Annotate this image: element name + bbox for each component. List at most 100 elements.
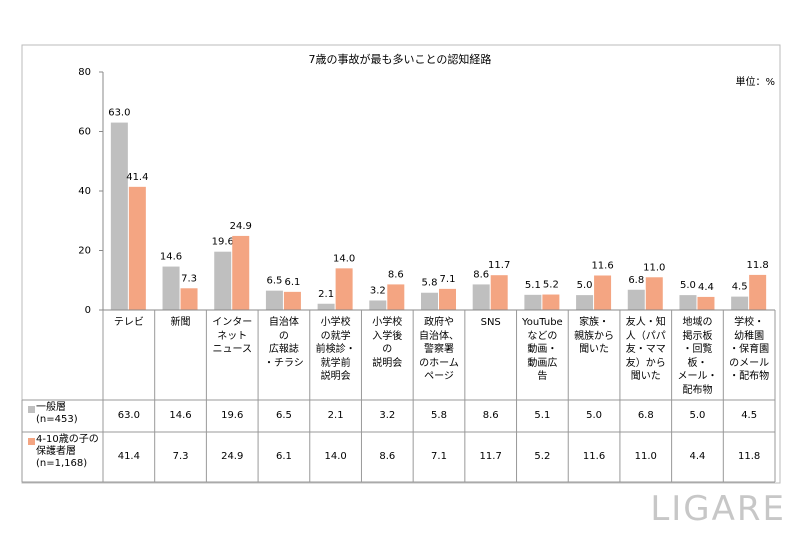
table-value: 8.6 (482, 410, 499, 421)
table-value: 5.0 (586, 410, 603, 421)
value-label: 5.0 (577, 280, 593, 291)
table-value: 14.0 (324, 451, 347, 462)
bar (594, 275, 612, 310)
unit-label: 単位：% (735, 75, 775, 88)
bar (387, 284, 405, 310)
legend-swatch (28, 406, 35, 413)
table-value: 6.1 (275, 451, 292, 462)
category-label: テレビ (113, 317, 144, 328)
value-label: 11.8 (747, 260, 769, 271)
table-value: 8.6 (379, 451, 396, 462)
legend-label: 一般層 (n=453) (36, 402, 78, 425)
category-label: 政府や 自治体、 警察署 のホーム ページ (418, 317, 459, 382)
table-value: 7.1 (431, 451, 447, 462)
y-tick-label: 40 (78, 186, 91, 197)
bar (627, 289, 645, 310)
table-value: 11.6 (582, 451, 606, 462)
chart-title: 7歳の事故が最も多いことの認知経路 (309, 52, 492, 66)
value-label: 41.4 (126, 172, 148, 183)
table-value: 5.1 (534, 410, 551, 421)
table-value: 14.6 (169, 410, 192, 421)
bar (128, 186, 146, 310)
value-label: 14.6 (160, 252, 182, 263)
table-value: 7.3 (172, 451, 189, 462)
value-label: 5.8 (422, 278, 438, 289)
bar (232, 235, 250, 310)
table-value: 11.0 (634, 451, 657, 462)
bar (749, 274, 767, 310)
bar (180, 288, 198, 310)
value-label: 8.6 (473, 269, 489, 280)
table-value: 2.1 (327, 410, 344, 421)
category-label: 友人・知 人（パパ 友・ママ 友）から 聞いた (625, 317, 666, 382)
table-value: 41.4 (117, 451, 140, 462)
legend-label: 4-10歳の子の 保護者層 (n=1,168) (36, 434, 99, 469)
bar (472, 284, 490, 310)
value-label: 3.2 (370, 285, 386, 296)
value-label: 5.0 (680, 280, 696, 291)
bar (283, 291, 301, 310)
bar (317, 303, 335, 310)
bar (542, 294, 560, 310)
value-label: 11.0 (643, 262, 665, 273)
y-tick-label: 60 (78, 127, 91, 138)
y-tick-label: 20 (78, 246, 91, 257)
bar (490, 275, 508, 310)
bar (645, 277, 663, 310)
table-value: 19.6 (221, 410, 244, 421)
bar (439, 288, 456, 310)
y-tick-label: 80 (78, 67, 91, 78)
legend-swatch (28, 438, 35, 445)
category-label: 小学校 入学後 の 説明会 (372, 317, 403, 369)
bar (697, 296, 715, 310)
table-value: 5.0 (689, 410, 706, 421)
table-value: 5.2 (534, 451, 551, 462)
table-value: 5.8 (431, 410, 447, 421)
value-label: 6.8 (628, 275, 644, 286)
table-value: 11.8 (738, 451, 761, 462)
bar (162, 266, 180, 310)
value-label: 5.2 (543, 280, 559, 291)
value-label: 63.0 (108, 108, 130, 119)
bar (731, 296, 749, 310)
table-value: 4.5 (741, 410, 758, 421)
bar (110, 122, 128, 310)
table-value: 6.8 (637, 410, 654, 421)
table-value: 3.2 (379, 410, 396, 421)
category-label: 自治体 の 広報誌 ・チラシ (264, 317, 304, 369)
category-label: 新聞 (170, 317, 191, 328)
bar (576, 295, 594, 310)
category-label: 家族・ 親族から 聞いた (574, 317, 615, 355)
value-label: 11.6 (591, 260, 613, 271)
category-label: インター ネット ニュース (212, 317, 253, 355)
table-value: 24.9 (221, 451, 244, 462)
bar (335, 268, 353, 310)
value-label: 24.9 (230, 221, 252, 232)
category-label: 学校・ 幼稚園 ・保育園 のメール ・配布物 (729, 317, 770, 382)
table-value: 11.7 (479, 451, 502, 462)
bar (679, 295, 697, 310)
category-label: YouTube などの 動画・ 動画広 告 (522, 317, 563, 382)
value-label: 4.5 (732, 282, 748, 293)
bar (214, 251, 232, 310)
category-label: 小学校 の就学 前検診・ 就学前 説明会 (315, 317, 356, 382)
value-label: 6.1 (284, 277, 300, 288)
value-label: 19.6 (212, 237, 234, 248)
value-label: 11.7 (488, 260, 510, 271)
value-label: 2.1 (318, 289, 334, 300)
chart-frame (21, 44, 781, 484)
bar (524, 294, 542, 310)
y-tick-label: 0 (85, 305, 91, 316)
value-label: 5.1 (525, 280, 541, 291)
table-value: 6.5 (275, 410, 292, 421)
category-label: 地域の 掲示板 ・回覧 板・ メール・ 配布物 (677, 317, 718, 396)
value-label: 7.1 (440, 274, 456, 285)
bar (369, 300, 387, 310)
value-label: 4.4 (698, 282, 714, 293)
value-label: 8.6 (388, 269, 404, 280)
category-label: SNS (480, 317, 501, 328)
watermark: LIGARE (650, 489, 786, 529)
bar (421, 292, 438, 310)
